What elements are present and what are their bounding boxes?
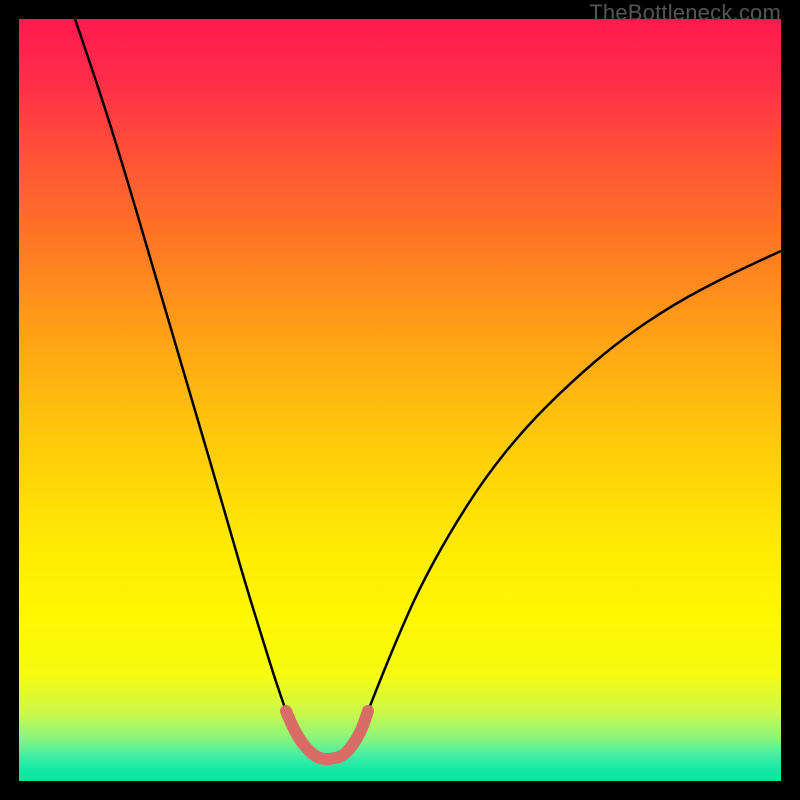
- gradient-bg: [19, 19, 781, 781]
- watermark-text: TheBottleneck.com: [589, 0, 781, 26]
- chart-svg: [19, 19, 781, 781]
